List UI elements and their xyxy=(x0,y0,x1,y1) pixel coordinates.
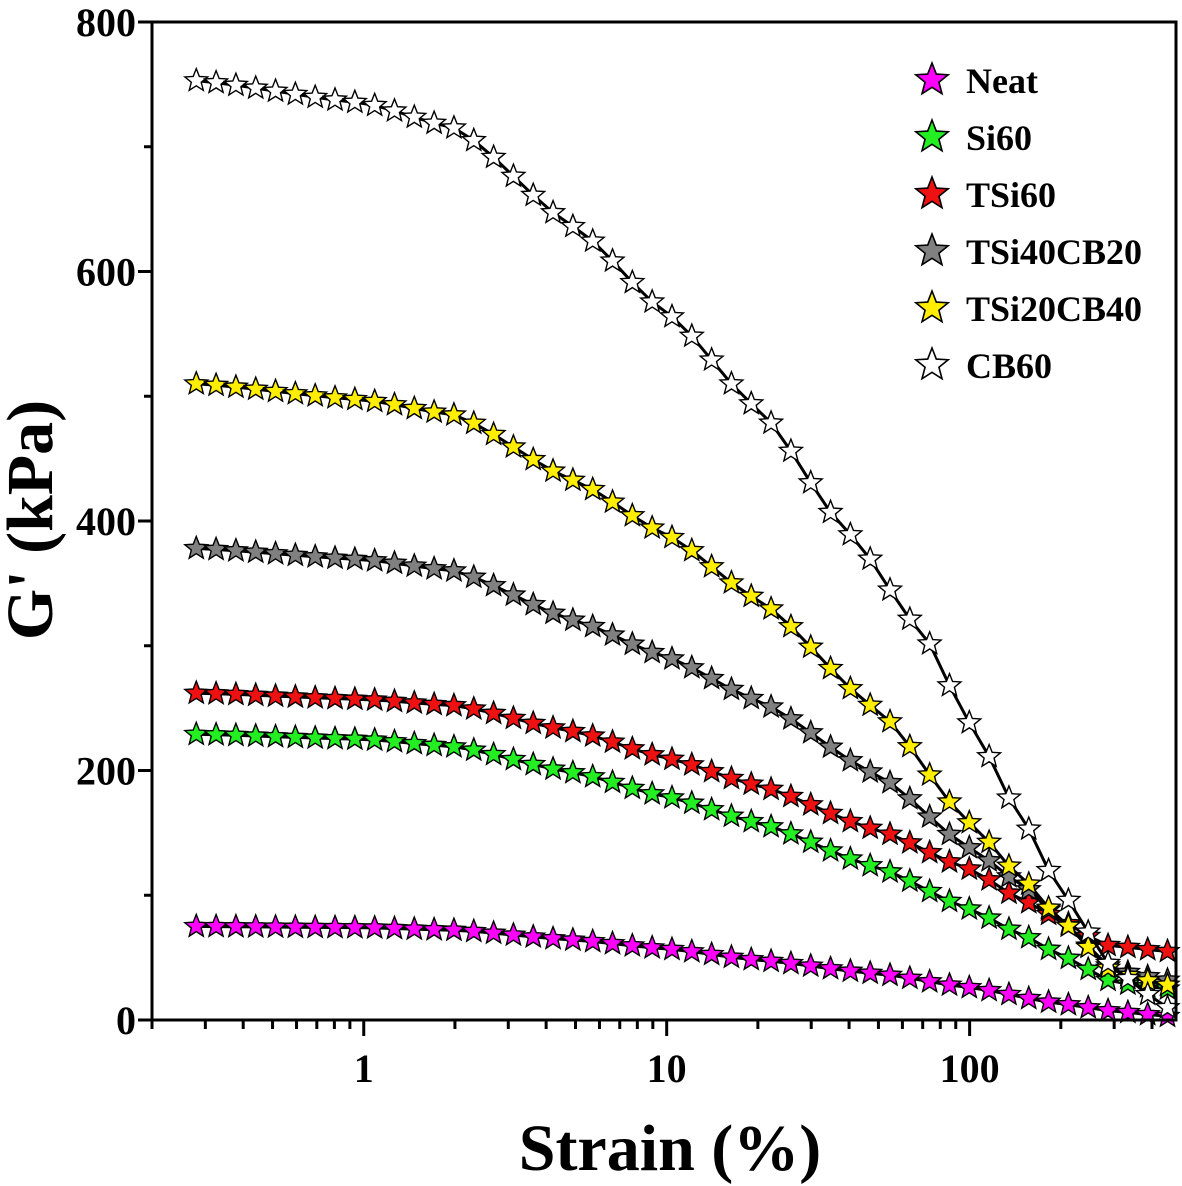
legend-label: TSi60 xyxy=(966,175,1056,215)
x-tick-label: 10 xyxy=(647,1046,687,1091)
x-tick-label: 1 xyxy=(354,1046,374,1091)
y-tick-label: 600 xyxy=(76,250,136,295)
strain-sweep-chart: 02004006008001 10 100 Strain (%) G' (kPa) … xyxy=(0,0,1182,1186)
plot-area xyxy=(152,22,1176,1020)
legend-label: TSi40CB20 xyxy=(966,232,1142,272)
legend-label: CB60 xyxy=(966,346,1052,386)
legend-label: Si60 xyxy=(966,118,1032,158)
y-tick-label: 400 xyxy=(76,499,136,544)
x-tick-label: 100 xyxy=(940,1046,1000,1091)
y-tick-label: 800 xyxy=(76,0,136,45)
y-tick-label: 200 xyxy=(76,749,136,794)
y-axis-title: G' (kPa) xyxy=(0,400,67,640)
legend-label: Neat xyxy=(966,61,1038,101)
plot-background xyxy=(152,22,1176,1020)
legend-label: TSi20CB40 xyxy=(966,289,1142,329)
x-axis-title: Strain (%) xyxy=(519,1112,821,1185)
y-tick-label: 0 xyxy=(116,998,136,1043)
